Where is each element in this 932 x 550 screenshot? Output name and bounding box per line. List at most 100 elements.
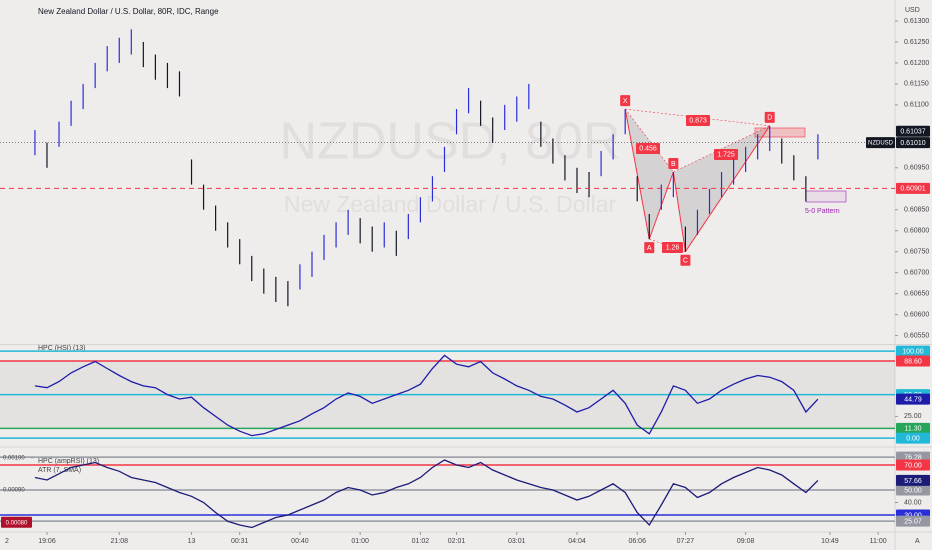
- level-tag: 76.28: [904, 454, 922, 461]
- ratio-label: 1.725: [717, 151, 735, 158]
- x-tick-label: 13: [188, 538, 196, 545]
- legend: ATR (7, SMA): [38, 467, 81, 474]
- x-tick-label: 00:40: [291, 538, 309, 545]
- pattern-point-bg: [680, 254, 691, 266]
- price-tag-bg: [896, 182, 930, 194]
- y-tick-label: 0.60700: [904, 270, 929, 277]
- y-tick-label: 0.60800: [904, 228, 929, 235]
- last-value-tag-bg: [896, 474, 930, 486]
- x-tick-label: 00:31: [231, 538, 249, 545]
- series-line: [34, 354, 819, 437]
- currency: USD: [905, 7, 920, 14]
- y-tick-label: 0.60600: [904, 311, 929, 318]
- level-tag-bg: [896, 484, 930, 496]
- x-tick-label: 11:00: [870, 538, 887, 545]
- x-tick-label: 03:01: [508, 538, 526, 545]
- level-tag: 11.30: [905, 426, 922, 433]
- y-tick-label: 0.60650: [904, 291, 929, 298]
- watermark-sub: New Zealand Dollar / U.S. Dollar: [284, 191, 617, 217]
- level-tag-bg: [896, 345, 930, 357]
- level-tag: 25.07: [904, 519, 922, 526]
- level-tag-bg: [896, 515, 930, 527]
- pattern-leg: [672, 171, 686, 252]
- symbol-tag-bg: [866, 137, 895, 149]
- level-tag-bg: [896, 459, 930, 471]
- y-tick-label: 25.00: [904, 413, 922, 420]
- pattern-ratio-line: [624, 108, 674, 173]
- pattern-point: B: [671, 161, 676, 168]
- x-tick-label: 10:49: [821, 538, 839, 545]
- level-tag-bg: [896, 432, 930, 444]
- pattern-point: A: [647, 245, 652, 252]
- x-tick-label: 01:00: [351, 538, 369, 545]
- y-tick-label: 0.61150: [904, 81, 929, 88]
- pattern-name: 5-0 Pattern: [805, 208, 840, 215]
- y-tick-label: 0.61100: [904, 102, 929, 109]
- last-value-tag-bg: [896, 393, 930, 405]
- pattern-leg: [624, 108, 650, 240]
- y-tick-label: 0.60950: [904, 165, 929, 172]
- y2-tick-label: 0.00080: [6, 520, 28, 526]
- watermark: NZDUSD, 80R: [280, 113, 621, 171]
- y-tick-label: 0.60750: [904, 249, 929, 256]
- level-tag-bg: [896, 355, 930, 367]
- last-value-tag: 44.79: [904, 397, 922, 404]
- ratio-label: 0.873: [689, 117, 707, 124]
- pattern-ratio-line: [673, 125, 770, 173]
- x-tick-label: 19:06: [38, 538, 56, 545]
- y2-tick-label: 0.00100: [3, 455, 25, 461]
- pattern-leg: [684, 125, 771, 252]
- x-tick-label: 02:01: [448, 538, 466, 545]
- ratio-box: [636, 143, 660, 154]
- pattern-zone: [754, 127, 806, 138]
- ratio-box: [714, 149, 738, 160]
- toolbar-icon[interactable]: A: [915, 538, 920, 545]
- pattern-target: [805, 190, 847, 203]
- pattern-point-bg: [644, 242, 655, 254]
- legend: HPC (HSI) (13): [38, 345, 85, 352]
- series-line: [34, 459, 819, 529]
- y2-tag-bg: [1, 516, 32, 528]
- level-tag: 0.00: [906, 436, 920, 443]
- level-tag: 50.00: [904, 487, 922, 494]
- x-tick-label: 06:06: [628, 538, 646, 545]
- ratio-box: [686, 115, 710, 126]
- pattern-point: X: [623, 98, 628, 105]
- ratio-labels: 0.456 0.873 1.725 1.26: [636, 115, 738, 253]
- pattern-fill: [625, 109, 674, 240]
- y2-tick-label: 0.00090: [3, 488, 25, 494]
- pattern-point-bg: [764, 111, 775, 123]
- pattern-point: D: [767, 115, 772, 122]
- price-tag: 0.60901: [900, 186, 925, 193]
- level-tag: 88.60: [904, 358, 922, 365]
- y-tick-label: 40.00: [904, 499, 922, 506]
- chart-title: New Zealand Dollar / U.S. Dollar, 80R, I…: [38, 7, 219, 16]
- level-tag: 100.00: [902, 348, 924, 355]
- last-price-tag: 0.61037: [900, 129, 925, 136]
- y-tick-label: 0.61200: [904, 60, 929, 67]
- last-price-tag-bg: [896, 125, 930, 137]
- toolbar-icon[interactable]: 2: [5, 538, 9, 545]
- pattern-point-bg: [620, 95, 631, 107]
- ratio-box: [662, 242, 683, 253]
- price-tag-bg: [896, 137, 930, 149]
- ratio-label: 1.26: [666, 244, 680, 251]
- legend: HPC (ampRSI) (13): [38, 458, 99, 465]
- y-tick-label: 0.60850: [904, 207, 929, 214]
- level-tag: 70.00: [904, 462, 922, 469]
- ratio-label: 0.456: [639, 145, 657, 152]
- level-tag-bg: [896, 422, 930, 434]
- pattern-point: C: [683, 258, 688, 265]
- symbol-tag: NZDUSD: [868, 141, 894, 147]
- price-tag: 0.61010: [900, 140, 925, 147]
- x-tick-label: 04:04: [568, 538, 586, 545]
- last-value-tag: 57.66: [904, 478, 922, 485]
- x-tick-label: 07:27: [677, 538, 695, 545]
- x-tick-label: 21:08: [110, 538, 128, 545]
- x-tick-label: 01:02: [412, 538, 430, 545]
- y-tick-label: 0.61250: [904, 39, 929, 46]
- y-tick-label: 0.60550: [904, 332, 929, 339]
- x-tick-label: 09:08: [737, 538, 755, 545]
